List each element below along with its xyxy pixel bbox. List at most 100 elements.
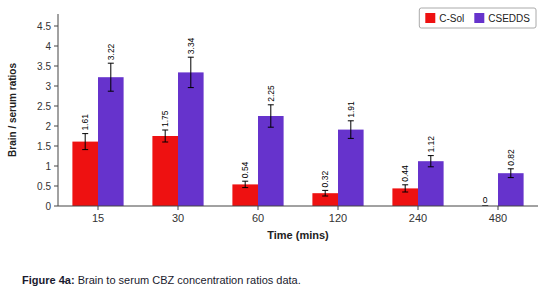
caption: Figure 4a: Brain to serum CBZ concentrat… bbox=[22, 274, 301, 286]
y-tick bbox=[54, 46, 58, 47]
error-bar bbox=[268, 105, 274, 127]
error-cap bbox=[322, 190, 328, 191]
error-cap bbox=[348, 138, 354, 139]
error-cap bbox=[402, 184, 408, 185]
x-axis-label: Time (mins) bbox=[267, 229, 329, 241]
bar bbox=[338, 130, 364, 206]
y-tick-label: 2.5 bbox=[37, 101, 51, 112]
data-label: 0.44 bbox=[400, 165, 410, 182]
data-label: 3.22 bbox=[106, 43, 116, 60]
bar bbox=[258, 116, 284, 206]
y-tick-label: 3.5 bbox=[37, 61, 51, 72]
y-axis bbox=[58, 14, 59, 206]
error-line bbox=[110, 63, 111, 91]
data-label: 1.61 bbox=[80, 114, 90, 131]
error-cap bbox=[242, 187, 248, 188]
bar bbox=[178, 72, 204, 206]
x-tick bbox=[498, 206, 499, 210]
error-bar bbox=[188, 57, 194, 87]
error-bar bbox=[242, 181, 248, 187]
data-label: 0.82 bbox=[506, 149, 516, 166]
error-cap bbox=[268, 104, 274, 105]
legend: C-Sol CSEDDS bbox=[419, 8, 536, 28]
error-bar bbox=[428, 156, 434, 167]
y-tick bbox=[54, 126, 58, 127]
error-cap bbox=[268, 127, 274, 128]
data-label: 0.32 bbox=[320, 171, 330, 188]
error-bar bbox=[348, 121, 354, 139]
bar bbox=[418, 161, 444, 206]
error-line bbox=[405, 185, 406, 192]
error-cap bbox=[402, 192, 408, 193]
legend-label: CSEDDS bbox=[488, 13, 530, 24]
error-bar bbox=[82, 134, 88, 150]
data-label: 0.54 bbox=[240, 161, 250, 178]
error-line bbox=[325, 190, 326, 196]
error-line bbox=[245, 181, 246, 187]
x-tick-label: 120 bbox=[329, 212, 347, 224]
error-cap bbox=[508, 168, 514, 169]
error-line bbox=[350, 121, 351, 139]
error-cap bbox=[162, 142, 168, 143]
legend-box bbox=[419, 8, 536, 28]
y-tick bbox=[54, 206, 58, 207]
x-tick-label: 240 bbox=[409, 212, 427, 224]
y-tick bbox=[54, 86, 58, 87]
error-line bbox=[510, 169, 511, 178]
error-cap bbox=[348, 120, 354, 121]
error-cap bbox=[108, 91, 114, 92]
error-bar bbox=[508, 169, 514, 178]
x-tick-label: 480 bbox=[489, 212, 507, 224]
chart: 00.511.522.533.544.51.611.750.540.320.44… bbox=[0, 0, 552, 302]
y-tick bbox=[54, 166, 58, 167]
bar bbox=[498, 173, 524, 206]
error-cap bbox=[322, 196, 328, 197]
error-cap bbox=[82, 133, 88, 134]
error-cap bbox=[108, 63, 114, 64]
bar bbox=[98, 77, 124, 206]
y-tick-label: 3 bbox=[45, 81, 51, 92]
error-bar bbox=[402, 185, 408, 192]
bar bbox=[72, 142, 98, 206]
y-tick-label: 0 bbox=[45, 201, 51, 212]
error-bar bbox=[162, 130, 168, 142]
bar bbox=[152, 136, 178, 206]
y-tick bbox=[54, 26, 58, 27]
y-tick bbox=[54, 146, 58, 147]
error-cap bbox=[428, 166, 434, 167]
legend-label: C-Sol bbox=[439, 13, 464, 24]
error-line bbox=[270, 105, 271, 127]
caption-part: Brain to serum CBZ concentration ratios … bbox=[75, 274, 301, 286]
error-line bbox=[190, 57, 191, 87]
x-tick bbox=[98, 206, 99, 210]
y-tick-label: 1 bbox=[45, 161, 51, 172]
x-tick bbox=[258, 206, 259, 210]
legend-swatch bbox=[425, 13, 435, 23]
error-cap bbox=[242, 181, 248, 182]
x-tick bbox=[418, 206, 419, 210]
x-tick-label: 30 bbox=[172, 212, 184, 224]
data-label: 1.75 bbox=[160, 110, 170, 127]
data-label: 2.25 bbox=[266, 85, 276, 102]
x-tick bbox=[338, 206, 339, 210]
error-bar bbox=[322, 190, 328, 196]
data-label: 1.91 bbox=[346, 101, 356, 118]
y-tick-label: 1.5 bbox=[37, 141, 51, 152]
y-tick bbox=[54, 186, 58, 187]
y-axis-label: Brain / serum ratios bbox=[7, 63, 18, 157]
error-cap bbox=[188, 57, 194, 58]
y-tick bbox=[54, 66, 58, 67]
data-label: 3.34 bbox=[186, 37, 196, 54]
error-cap bbox=[162, 130, 168, 131]
error-cap bbox=[508, 177, 514, 178]
data-label: 1.12 bbox=[426, 136, 436, 153]
x-tick bbox=[178, 206, 179, 210]
error-cap bbox=[188, 87, 194, 88]
bar bbox=[232, 184, 258, 206]
x-tick-label: 60 bbox=[252, 212, 264, 224]
legend-swatch bbox=[474, 13, 484, 23]
error-line bbox=[85, 134, 86, 150]
y-tick bbox=[54, 106, 58, 107]
data-label: 0 bbox=[483, 195, 488, 205]
error-line bbox=[165, 130, 166, 142]
